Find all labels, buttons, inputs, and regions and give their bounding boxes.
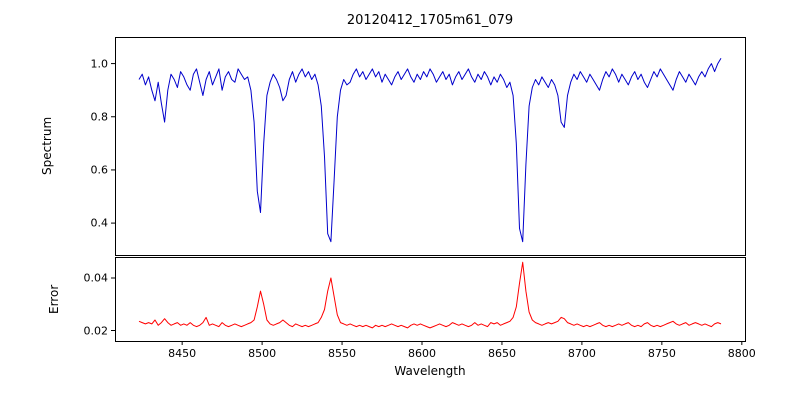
x-tick-label: 8650 [487,347,516,360]
x-tick-label: 8500 [248,347,277,360]
x-axis-label: Wavelength [394,364,466,378]
spectrum-y-tick-label: 1.0 [90,57,109,71]
x-tick-label: 8750 [647,347,676,360]
error-line [138,261,722,329]
spectrum-y-tick-label: 0.8 [90,110,109,124]
x-tick-label: 8800 [727,347,756,360]
error-y-tick-label: 0.02 [83,324,109,337]
x-tick-label: 8550 [328,347,357,360]
error-y-tick-label: 0.04 [83,271,109,285]
x-tick-label: 8450 [168,347,197,360]
spectrum-y-tick-label: 0.4 [90,216,109,230]
error-y-axis-label: Error [47,284,61,314]
x-tick-label: 8700 [567,347,596,360]
spectrum-axes-frame [115,37,746,256]
spectrum-line [138,58,722,243]
x-tick-label: 8600 [408,347,436,360]
error-axes-frame [115,257,746,342]
spectrum-y-axis-label: Spectrum [40,116,54,176]
spectrum-y-tick-label: 0.6 [90,163,109,177]
plot-title: 20120412_1705m61_079 [346,13,514,28]
